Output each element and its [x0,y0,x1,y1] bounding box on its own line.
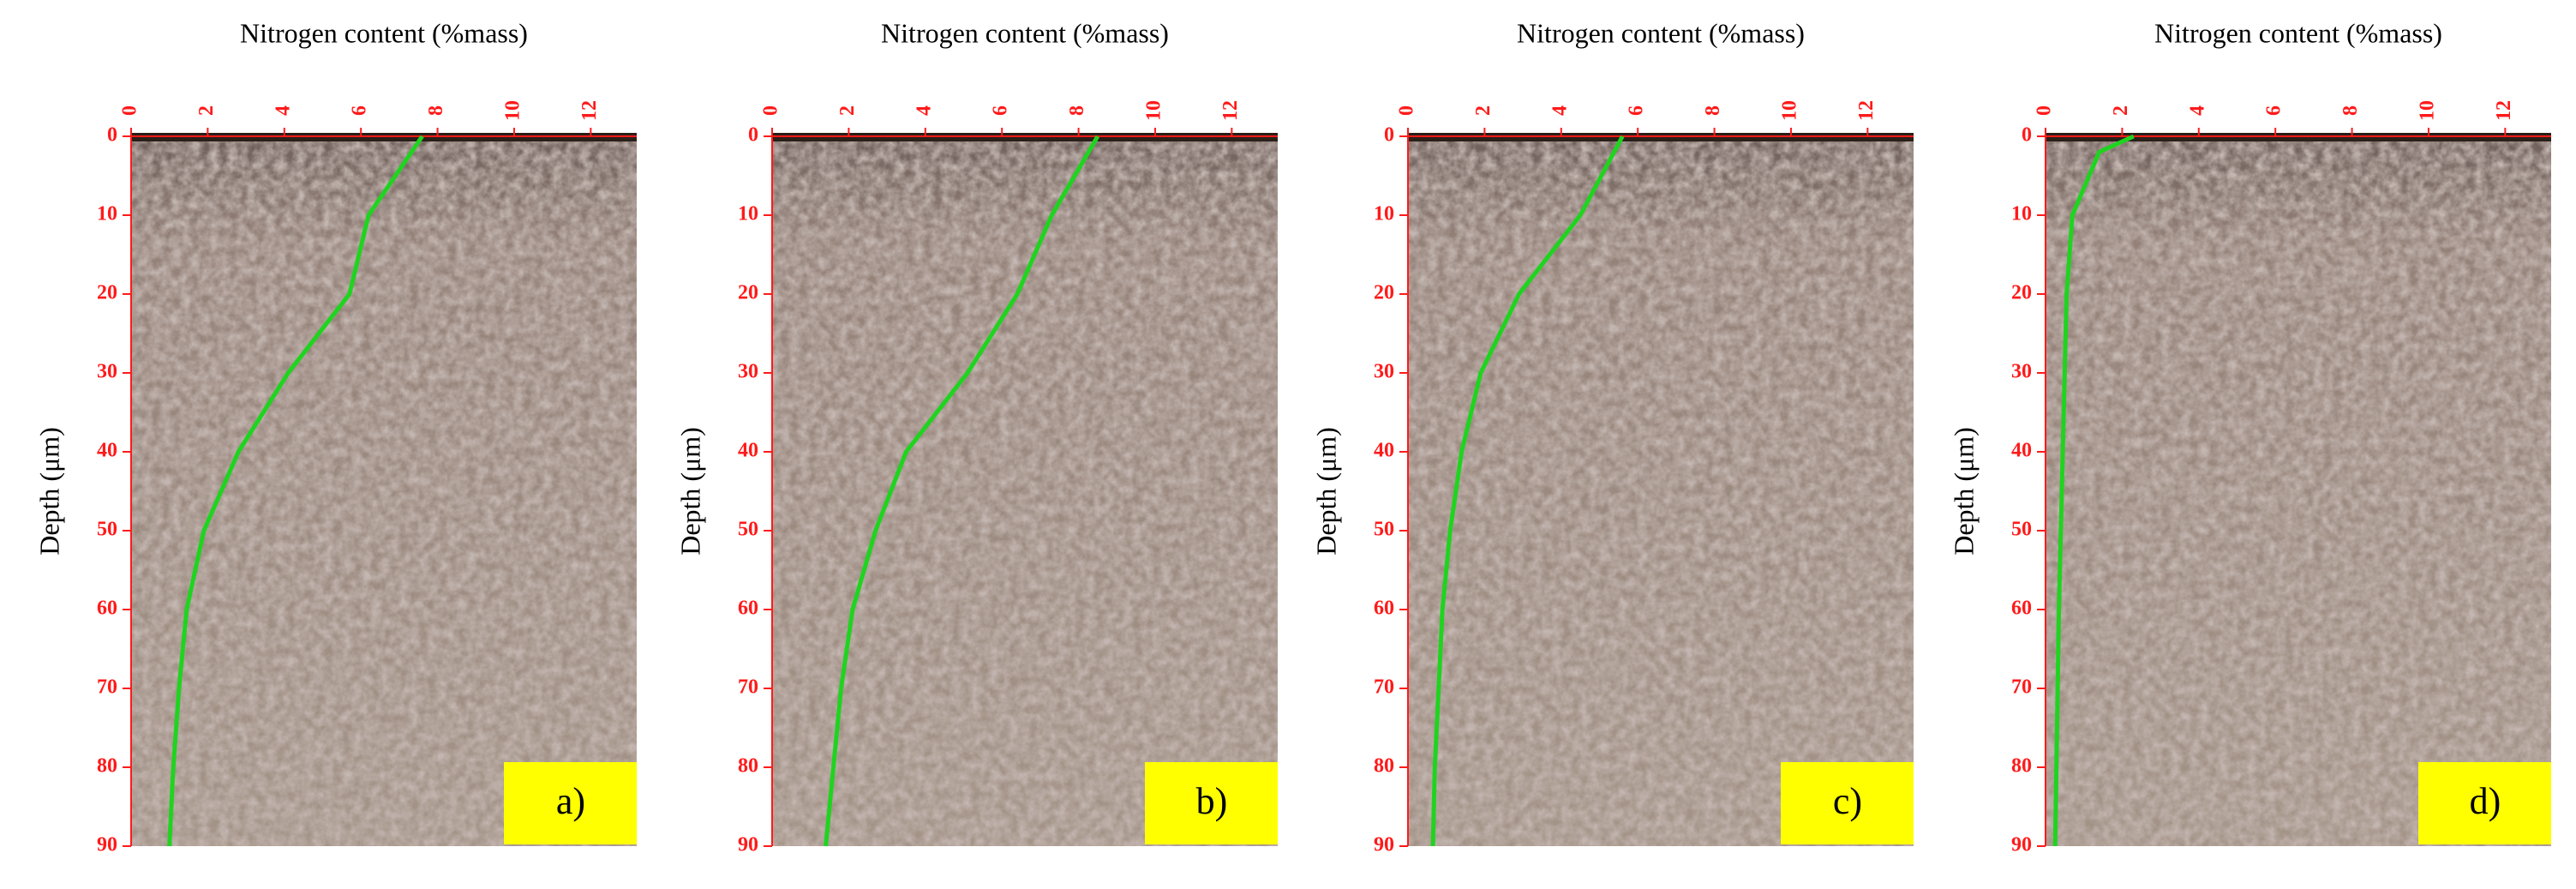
y-tick-label: 40 [1374,440,1394,462]
panel-label: a) [556,780,585,822]
x-tick-label: 10 [1142,100,1165,121]
y-tick-label: 30 [738,361,758,383]
y-tick-label: 80 [97,755,117,778]
x-tick-label: 10 [501,100,524,121]
y-tick-label: 80 [2011,755,2032,778]
panel: Nitrogen content (%mass) Depth (μm) 0 2 4 6 8 1… [1310,17,1914,856]
panel-label: c) [1833,780,1862,822]
y-tick-label: 60 [1374,598,1394,620]
y-tick-label: 90 [2011,834,2032,856]
x-tick-label: 8 [2339,105,2362,116]
x-tick-label: 8 [1066,105,1088,116]
x-tick-label: 4 [272,105,294,116]
y-tick-label: 60 [2011,598,2032,620]
x-tick-label: 0 [119,105,141,116]
x-tick-label: 0 [760,105,782,116]
y-axis-title: Depth (μm) [674,427,705,556]
x-axis-title: Nitrogen content (%mass) [881,17,1169,48]
y-tick-label: 30 [1374,361,1394,383]
nitrogen-profile [824,135,1100,847]
x-tick-label: 6 [990,105,1012,116]
y-tick-label: 50 [738,519,758,541]
y-tick-label: 40 [2011,440,2032,462]
x-tick-label: 4 [2186,105,2208,116]
x-tick-label: 6 [2263,105,2285,116]
x-axis-title: Nitrogen content (%mass) [2154,17,2442,48]
x-tick-label: 12 [1219,100,1242,121]
nitrogen-profile [1430,135,1625,847]
x-tick-label: 8 [1702,105,1724,116]
x-tick-label: 0 [1396,105,1418,116]
micrograph-texture [1408,136,1914,846]
y-axis-title: Depth (μm) [1948,427,1979,556]
y-tick-label: 30 [97,361,117,383]
y-tick-label: 20 [97,282,117,304]
x-tick-label: 8 [425,105,447,116]
y-tick-label: 50 [2011,519,2032,541]
nitrogen-profile [2052,134,2135,847]
y-tick-label: 0 [107,124,117,147]
x-tick-label: 12 [578,100,601,121]
panel-label: d) [2470,780,2501,822]
y-tick-label: 90 [97,834,117,856]
x-tick-label: 10 [2416,100,2438,121]
x-tick-label: 4 [913,105,935,116]
x-axis-title: Nitrogen content (%mass) [1517,17,1805,48]
x-tick-label: 2 [836,105,859,116]
nitrogen-profile [167,135,424,847]
y-tick-label: 70 [2011,676,2032,699]
y-tick-label: 40 [97,440,117,462]
y-tick-label: 0 [748,124,758,147]
x-tick-label: 2 [1472,105,1495,116]
micrograph-texture [2046,136,2551,846]
y-tick-label: 20 [738,282,758,304]
y-tick-label: 80 [738,755,758,778]
y-tick-label: 70 [97,676,117,699]
y-tick-label: 70 [1374,676,1394,699]
label-box [2418,762,2551,844]
y-tick-label: 70 [738,676,758,699]
y-tick-label: 10 [1374,203,1394,225]
label-box [1781,762,1914,844]
label-box [1145,762,1278,844]
y-tick-label: 50 [1374,519,1394,541]
x-tick-label: 4 [1549,105,1571,116]
micrograph-texture [131,136,637,846]
y-tick-label: 50 [97,519,117,541]
x-tick-label: 2 [195,105,218,116]
y-tick-label: 0 [1384,124,1394,147]
y-tick-label: 80 [1374,755,1394,778]
x-tick-label: 2 [2110,105,2132,116]
y-tick-label: 60 [97,598,117,620]
y-tick-label: 0 [2022,124,2032,147]
y-tick-label: 10 [97,203,117,225]
panel: Nitrogen content (%mass) Depth (μm) 0 2 4 6 8 1… [1948,17,2551,856]
micrograph-texture [772,136,1278,846]
y-tick-label: 20 [1374,282,1394,304]
x-tick-label: 6 [1626,105,1648,116]
y-tick-label: 10 [2011,203,2032,225]
label-box [504,762,637,844]
y-tick-label: 30 [2011,361,2032,383]
y-tick-label: 10 [738,203,758,225]
x-tick-label: 12 [1855,100,1878,121]
y-tick-label: 90 [1374,834,1394,856]
x-tick-label: 10 [1778,100,1800,121]
x-tick-label: 6 [349,105,371,116]
panel: Nitrogen content (%mass) Depth (μm) 0 2 4 6 8 1… [33,17,637,856]
panel-label: b) [1196,780,1228,822]
x-tick-label: 0 [2034,105,2056,116]
x-axis-title: Nitrogen content (%mass) [240,17,528,48]
panel: Nitrogen content (%mass) Depth (μm) 0 2 4 6 8 1… [674,17,1278,856]
x-tick-label: 12 [2493,100,2515,121]
y-tick-label: 20 [2011,282,2032,304]
y-tick-label: 40 [738,440,758,462]
y-tick-label: 90 [738,834,758,856]
y-axis-title: Depth (μm) [33,427,64,556]
y-tick-label: 60 [738,598,758,620]
y-axis-title: Depth (μm) [1310,427,1341,556]
